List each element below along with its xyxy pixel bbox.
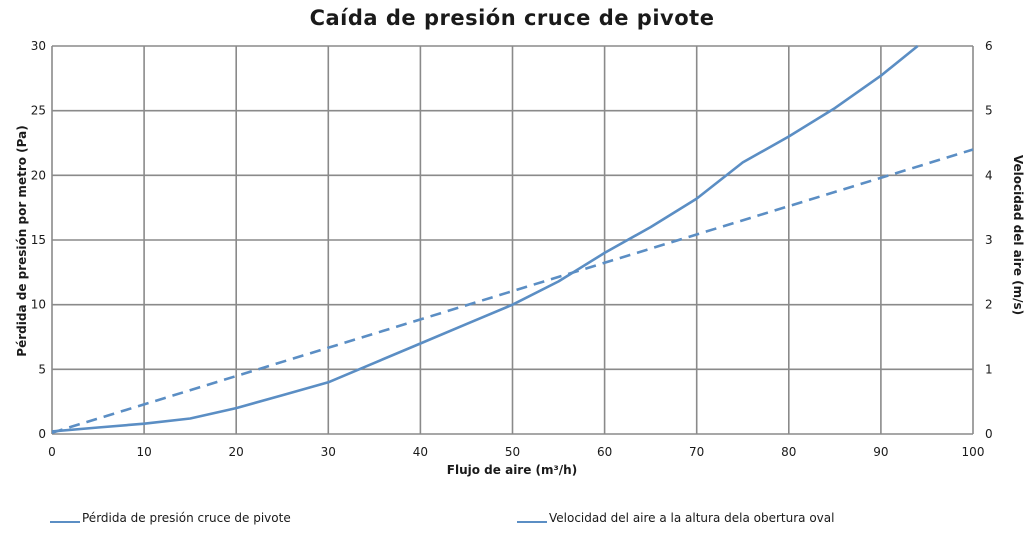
legend-line-icon [517, 521, 547, 523]
y2-tick-label: 5 [985, 104, 993, 118]
legend-solid-line-icon [50, 521, 80, 523]
grid [51, 45, 974, 435]
y2-tick-label: 0 [985, 427, 993, 441]
x-tick-label: 30 [321, 445, 336, 459]
legend-item-pressure: Pérdida de presión cruce de pivote [50, 511, 291, 525]
y-tick-label: 0 [38, 427, 46, 441]
chart-title: Caída de presión cruce de pivote [309, 6, 715, 30]
y-tick-label: 15 [31, 233, 46, 247]
y-tick-label: 5 [38, 362, 46, 376]
y2-tick-label: 3 [985, 233, 993, 247]
x-tick-label: 40 [413, 445, 428, 459]
x-axis-label: Flujo de aire (m³/h) [447, 463, 577, 477]
x-tick-label: 90 [873, 445, 888, 459]
x-tick-label: 80 [781, 445, 796, 459]
x-tick-label: 60 [597, 445, 612, 459]
y-tick-label: 10 [31, 298, 46, 312]
legend-label-velocity: Velocidad del aire a la altura dela ober… [549, 511, 835, 525]
x-tick-label: 10 [136, 445, 151, 459]
y-tick-label: 30 [31, 39, 46, 53]
y-axis-label: Pérdida de presión por metro (Pa) [15, 125, 29, 356]
y2-axis-ticks: 0 1 2 3 4 5 6 [985, 39, 993, 441]
y2-tick-label: 1 [985, 362, 993, 376]
x-tick-label: 100 [962, 445, 985, 459]
y2-tick-label: 2 [985, 298, 993, 312]
series-line-velocity [51, 148, 974, 434]
y-tick-label: 25 [31, 104, 46, 118]
x-axis-ticks: 0 10 20 30 40 50 60 70 80 90 100 [48, 445, 984, 459]
x-tick-label: 50 [505, 445, 520, 459]
x-tick-label: 0 [48, 445, 56, 459]
y-axis-ticks: 0 5 10 15 20 25 30 [31, 39, 46, 441]
legend-label-pressure: Pérdida de presión cruce de pivote [82, 511, 291, 525]
x-tick-label: 70 [689, 445, 704, 459]
y-tick-label: 20 [31, 168, 46, 182]
y2-axis-label: Velocidad del aire (m/s) [1011, 155, 1024, 315]
y2-tick-label: 6 [985, 39, 993, 53]
series-line-pressure [51, 44, 919, 433]
series-layer [51, 44, 974, 434]
y2-tick-label: 4 [985, 168, 993, 182]
x-tick-label: 20 [229, 445, 244, 459]
legend-item-velocity: Velocidad del aire a la altura dela ober… [517, 511, 834, 525]
